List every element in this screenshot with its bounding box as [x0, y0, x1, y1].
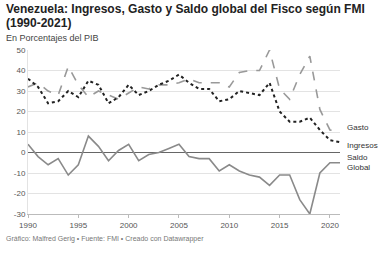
svg-text:Gasto: Gasto [347, 123, 369, 132]
svg-text:1995: 1995 [69, 221, 87, 230]
svg-text:20: 20 [16, 107, 25, 116]
svg-text:-30: -30 [14, 210, 26, 219]
svg-text:50: 50 [16, 46, 25, 55]
svg-text:SaldoGlobal: SaldoGlobal [347, 153, 370, 172]
svg-text:Ingresos: Ingresos [347, 141, 378, 150]
svg-text:1990: 1990 [19, 221, 37, 230]
html-text:Gráfico: Malfred Gerig • Fuent: Gráfico: Malfred Gerig • Fuente: FMI • C… [6, 235, 204, 242]
svg-text:10: 10 [16, 128, 25, 137]
svg-text:2020: 2020 [321, 221, 339, 230]
svg-text:-20: -20 [14, 189, 26, 198]
svg-text:0: 0 [21, 148, 26, 157]
svg-text:-10: -10 [14, 169, 26, 178]
svg-text:2015: 2015 [271, 221, 289, 230]
html-text:En Porcentajes del PIB: En Porcentajes del PIB [6, 33, 99, 43]
svg-text:40: 40 [16, 66, 25, 75]
svg-text:2000: 2000 [120, 221, 138, 230]
svg-text:2010: 2010 [220, 221, 238, 230]
svg-text:30: 30 [16, 87, 25, 96]
html-text:Venezuela: Ingresos, Gasto y S: Venezuela: Ingresos, Gasto y Saldo globa… [6, 2, 365, 30]
svg-text:2005: 2005 [170, 221, 188, 230]
